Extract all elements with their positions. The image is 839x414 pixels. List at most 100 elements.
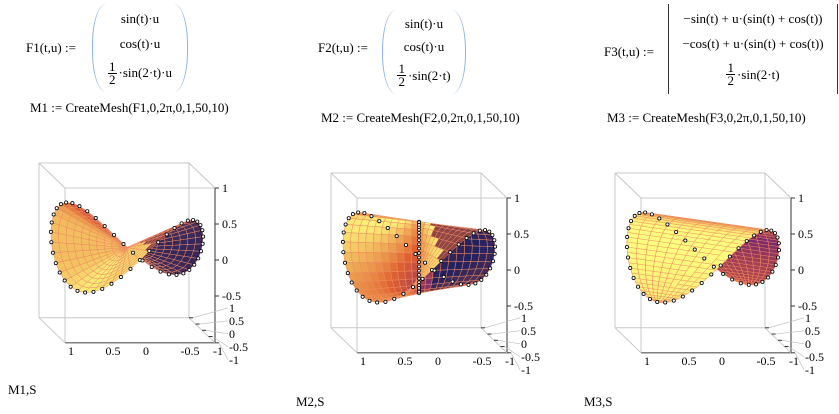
mesh-face <box>388 243 397 254</box>
boundary-point <box>450 279 455 284</box>
x-tick-label: 0.5 <box>682 354 697 368</box>
mesh-face <box>380 252 390 263</box>
boundary-point <box>769 228 774 233</box>
boundary-point <box>487 229 492 234</box>
boundary-point <box>471 231 476 236</box>
y-tick-label: 1 <box>521 311 527 325</box>
function-matrix-2[interactable]: sin(t)·u cos(t)·u 1 2 ·sin(2·t) <box>382 10 466 94</box>
boundary-point <box>199 249 204 254</box>
boundary-point <box>62 278 67 283</box>
y-tick-label: 0.5 <box>229 314 244 328</box>
mesh-face <box>424 277 433 285</box>
boundary-point <box>417 260 421 264</box>
function-label-1[interactable]: F1(t,u) := <box>26 40 76 55</box>
plot-3d-2[interactable]: 10.50-0.51 0.5 0 -0.5 -110.50-0.5-1 <box>330 172 540 377</box>
y-tick-label: 0.5 <box>805 324 820 338</box>
mesh-face <box>403 252 412 263</box>
y-tick-leader <box>212 336 229 348</box>
mesh-face <box>389 261 398 272</box>
boundary-point <box>118 274 123 279</box>
boundary-point <box>484 272 489 277</box>
mesh-face <box>88 244 98 251</box>
boundary-point <box>626 255 631 260</box>
mesh-face <box>373 242 382 253</box>
y-tick-leader <box>484 317 521 329</box>
mesh-face <box>431 277 440 285</box>
mesh-face <box>171 244 181 251</box>
boundary-point <box>200 228 205 233</box>
boundary-point <box>85 209 90 214</box>
mesh-definition-3[interactable]: M3 := CreateMesh(F3,0,2π,0,1,50,10) <box>607 110 806 125</box>
boundary-point <box>410 284 415 289</box>
matrix-row: sin(t)·u <box>404 15 444 31</box>
mesh-face <box>455 253 465 262</box>
boundary-point <box>776 241 781 246</box>
mesh-face <box>389 221 399 229</box>
mesh-face <box>365 242 374 253</box>
mesh-face <box>380 234 390 244</box>
x-tick-label: -1 <box>213 344 223 358</box>
function-matrix-3[interactable]: −sin(t) + u·(sin(t) + cos(t)) −cos(t) + … <box>668 4 838 94</box>
boundary-point <box>683 238 688 243</box>
y-tick-label: -1 <box>805 363 815 377</box>
boundary-point <box>109 281 114 286</box>
z-tick-label: 1 <box>514 191 520 205</box>
numerator: 1 <box>726 60 735 76</box>
boundary-point <box>392 296 397 301</box>
mesh-face <box>163 244 173 250</box>
boundary-point <box>492 238 497 243</box>
boundary-point <box>54 206 59 211</box>
boundary-point <box>680 294 685 299</box>
boundary-point <box>140 258 145 263</box>
boundary-point <box>758 229 763 234</box>
z-tick-label: -0.5 <box>514 299 533 313</box>
boundary-point <box>75 288 80 293</box>
plot-label-1[interactable]: M1,S <box>8 382 37 397</box>
boundary-point <box>417 220 421 224</box>
boundary-point <box>417 251 421 255</box>
function-label-2[interactable]: F2(t,u) := <box>318 40 368 55</box>
matrix-row-text: ·sin(2·t) <box>407 67 451 83</box>
mesh-face <box>396 261 406 272</box>
z-tick-label: 0 <box>222 253 228 267</box>
mesh-face <box>388 252 398 263</box>
denominator: 2 <box>398 74 405 90</box>
boundary-point <box>147 248 152 253</box>
boundary-point <box>53 261 58 266</box>
boundary-point <box>417 228 421 232</box>
boundary-point <box>181 271 186 276</box>
x-tick-label: -1 <box>505 354 515 368</box>
function-matrix-1[interactable]: sin(t)·u cos(t)·u 1 2 ·sin(2·t)·u <box>92 4 188 92</box>
mesh-face <box>404 223 413 230</box>
mesh-face <box>448 253 458 262</box>
mesh-face <box>403 261 413 272</box>
boundary-point <box>345 271 350 276</box>
boundary-point <box>350 212 355 217</box>
x-tick-label: 0.5 <box>106 344 121 358</box>
plot-3d-1[interactable]: 10.50-0.51 0.5 0 -0.5 -110.50-0.5-1 <box>38 162 248 367</box>
boundary-point <box>628 266 633 271</box>
boundary-point <box>354 288 359 293</box>
boundary-point <box>356 210 361 215</box>
boundary-point <box>491 259 496 264</box>
x-tick-label: 1 <box>360 354 366 368</box>
boundary-point <box>752 233 757 238</box>
mesh-definition-2[interactable]: M2 := CreateMesh(F2,0,2π,0,1,50,10) <box>321 110 520 125</box>
y-tick-label: 1 <box>805 311 811 325</box>
mesh-face <box>358 252 368 263</box>
mesh-face <box>479 245 488 254</box>
plot-3d-3[interactable]: 10.50-0.51 0.5 0 -0.5 -110.50-0.5-1 <box>614 172 824 377</box>
y-tick-label: 0 <box>229 327 235 341</box>
boundary-point <box>342 260 347 265</box>
y-tick-leader <box>768 317 805 329</box>
boundary-point <box>744 239 749 244</box>
mesh-definition-1[interactable]: M1 := CreateMesh(F1,0,2π,0,1,50,10) <box>30 100 229 115</box>
z-tick-label: 0 <box>514 263 520 277</box>
function-label-3[interactable]: F3(t,u) := <box>604 44 654 59</box>
boundary-point <box>375 300 380 305</box>
boundary-point <box>149 264 154 269</box>
plot-label-3[interactable]: M3,S <box>584 394 613 409</box>
boundary-point <box>738 281 743 286</box>
plot-label-2[interactable]: M2,S <box>296 394 325 409</box>
